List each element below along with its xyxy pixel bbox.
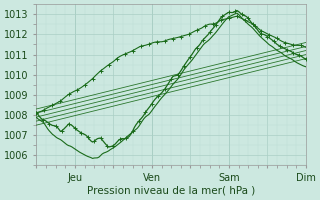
X-axis label: Pression niveau de la mer( hPa ): Pression niveau de la mer( hPa ) — [87, 186, 255, 196]
